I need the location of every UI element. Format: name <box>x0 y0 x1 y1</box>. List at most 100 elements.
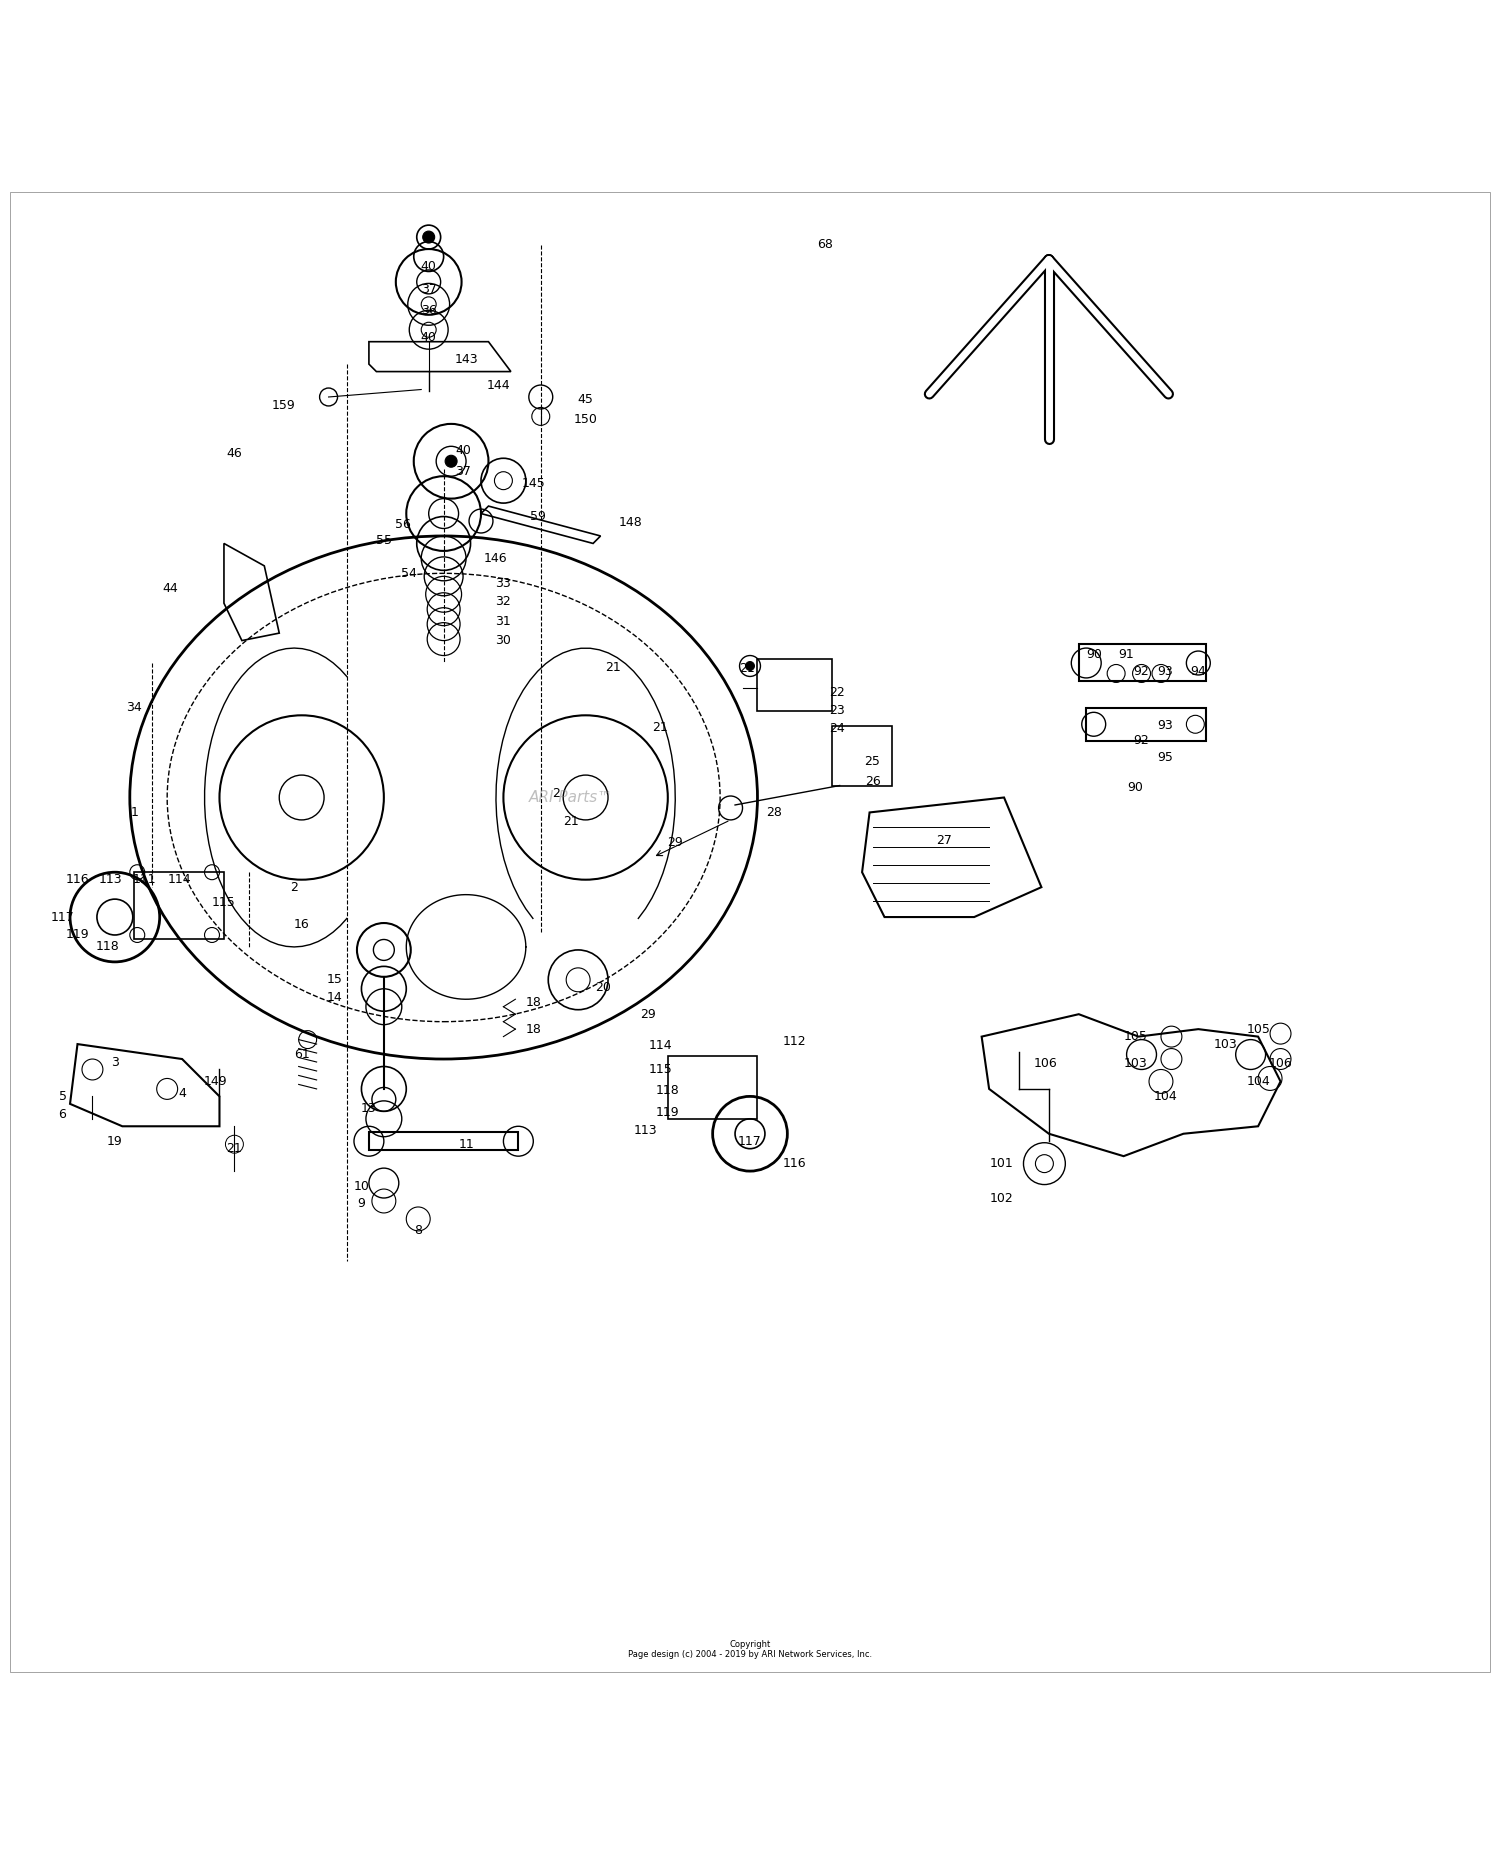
Text: 34: 34 <box>126 701 142 714</box>
Text: 27: 27 <box>936 835 952 848</box>
Text: ARI Parts™: ARI Parts™ <box>528 790 614 805</box>
Text: 3: 3 <box>111 1055 118 1068</box>
Text: 21: 21 <box>226 1143 243 1156</box>
Circle shape <box>423 231 435 242</box>
Text: 111: 111 <box>134 872 156 885</box>
Text: 112: 112 <box>783 1035 807 1048</box>
Text: 149: 149 <box>202 1076 226 1089</box>
Text: 40: 40 <box>454 444 471 457</box>
Bar <box>833 725 892 785</box>
Text: 21: 21 <box>740 662 754 675</box>
Text: 21: 21 <box>604 662 621 675</box>
Text: 145: 145 <box>522 477 544 490</box>
Text: 103: 103 <box>1214 1038 1237 1051</box>
Text: 28: 28 <box>766 805 782 818</box>
Text: 102: 102 <box>988 1191 1012 1204</box>
Text: 104: 104 <box>1154 1090 1178 1103</box>
Text: 103: 103 <box>1124 1057 1148 1070</box>
Text: 11: 11 <box>458 1137 474 1150</box>
Text: 18: 18 <box>525 1023 542 1036</box>
Text: 1: 1 <box>130 805 138 818</box>
Text: 21: 21 <box>652 721 668 734</box>
Circle shape <box>446 455 458 468</box>
Text: 95: 95 <box>1158 751 1173 764</box>
Text: 143: 143 <box>454 352 478 365</box>
Text: 113: 113 <box>99 872 122 885</box>
Bar <box>1086 708 1206 740</box>
Text: 114: 114 <box>168 872 190 885</box>
Text: 37: 37 <box>454 466 471 479</box>
Text: 45: 45 <box>578 393 594 406</box>
Text: 2: 2 <box>291 880 298 893</box>
Text: 9: 9 <box>357 1197 366 1210</box>
Bar <box>668 1057 758 1118</box>
Text: 31: 31 <box>495 615 512 628</box>
Text: 33: 33 <box>495 578 512 591</box>
Text: 4: 4 <box>178 1087 186 1100</box>
Text: 26: 26 <box>864 775 880 788</box>
Text: 106: 106 <box>1269 1057 1293 1070</box>
Text: 117: 117 <box>51 910 75 923</box>
Text: 94: 94 <box>1191 665 1206 678</box>
Text: 150: 150 <box>573 414 597 425</box>
Text: 55: 55 <box>376 533 392 546</box>
Text: 29: 29 <box>640 1008 657 1021</box>
Text: 24: 24 <box>830 721 844 734</box>
Text: 68: 68 <box>818 239 833 252</box>
Text: 5: 5 <box>58 1090 66 1103</box>
Text: 20: 20 <box>596 980 612 994</box>
Text: 37: 37 <box>422 283 436 296</box>
Text: 118: 118 <box>96 941 120 954</box>
Text: 114: 114 <box>648 1038 672 1051</box>
Text: 91: 91 <box>1119 647 1134 660</box>
Text: 117: 117 <box>738 1135 762 1148</box>
Text: 119: 119 <box>66 928 90 941</box>
Text: 56: 56 <box>396 518 411 531</box>
Text: 93: 93 <box>1158 720 1173 733</box>
Text: 46: 46 <box>226 447 243 460</box>
Text: 25: 25 <box>864 755 880 768</box>
Text: 119: 119 <box>656 1107 680 1118</box>
Bar <box>1078 643 1206 680</box>
Text: 90: 90 <box>1086 647 1101 660</box>
Text: 106: 106 <box>1034 1057 1058 1070</box>
Text: 40: 40 <box>422 261 436 274</box>
Text: 15: 15 <box>327 973 342 986</box>
Text: 32: 32 <box>495 595 512 608</box>
Text: 101: 101 <box>988 1158 1012 1171</box>
Text: 92: 92 <box>1134 665 1149 678</box>
Text: 8: 8 <box>414 1225 422 1238</box>
Text: Copyright
Page design (c) 2004 - 2019 by ARI Network Services, Inc.: Copyright Page design (c) 2004 - 2019 by… <box>628 1640 872 1659</box>
Text: 90: 90 <box>1128 781 1143 794</box>
Text: 23: 23 <box>830 705 844 718</box>
Text: 105: 105 <box>1124 1031 1148 1044</box>
Text: 115: 115 <box>211 895 236 908</box>
Text: 13: 13 <box>362 1102 376 1115</box>
Text: 30: 30 <box>495 634 512 647</box>
Text: 144: 144 <box>488 378 510 391</box>
Text: 92: 92 <box>1134 734 1149 747</box>
Bar <box>135 872 224 939</box>
Bar <box>369 1131 519 1150</box>
Text: 40: 40 <box>422 330 436 343</box>
Text: 104: 104 <box>1246 1076 1270 1089</box>
Text: 59: 59 <box>530 511 546 524</box>
Text: 118: 118 <box>656 1083 680 1096</box>
Text: 159: 159 <box>272 399 296 412</box>
Text: 29: 29 <box>668 835 682 848</box>
Text: 44: 44 <box>162 582 178 595</box>
Text: 18: 18 <box>525 995 542 1008</box>
Text: 113: 113 <box>633 1124 657 1137</box>
Text: 36: 36 <box>422 304 436 317</box>
Bar <box>758 658 833 710</box>
Text: 2: 2 <box>552 787 560 800</box>
Text: 115: 115 <box>648 1062 672 1076</box>
Circle shape <box>746 662 754 671</box>
Text: 19: 19 <box>106 1135 123 1148</box>
Text: 22: 22 <box>830 686 844 699</box>
Text: 116: 116 <box>66 872 90 885</box>
Text: 54: 54 <box>402 567 417 580</box>
Text: 10: 10 <box>354 1180 369 1193</box>
Text: 61: 61 <box>294 1048 309 1061</box>
Text: 105: 105 <box>1246 1023 1270 1036</box>
